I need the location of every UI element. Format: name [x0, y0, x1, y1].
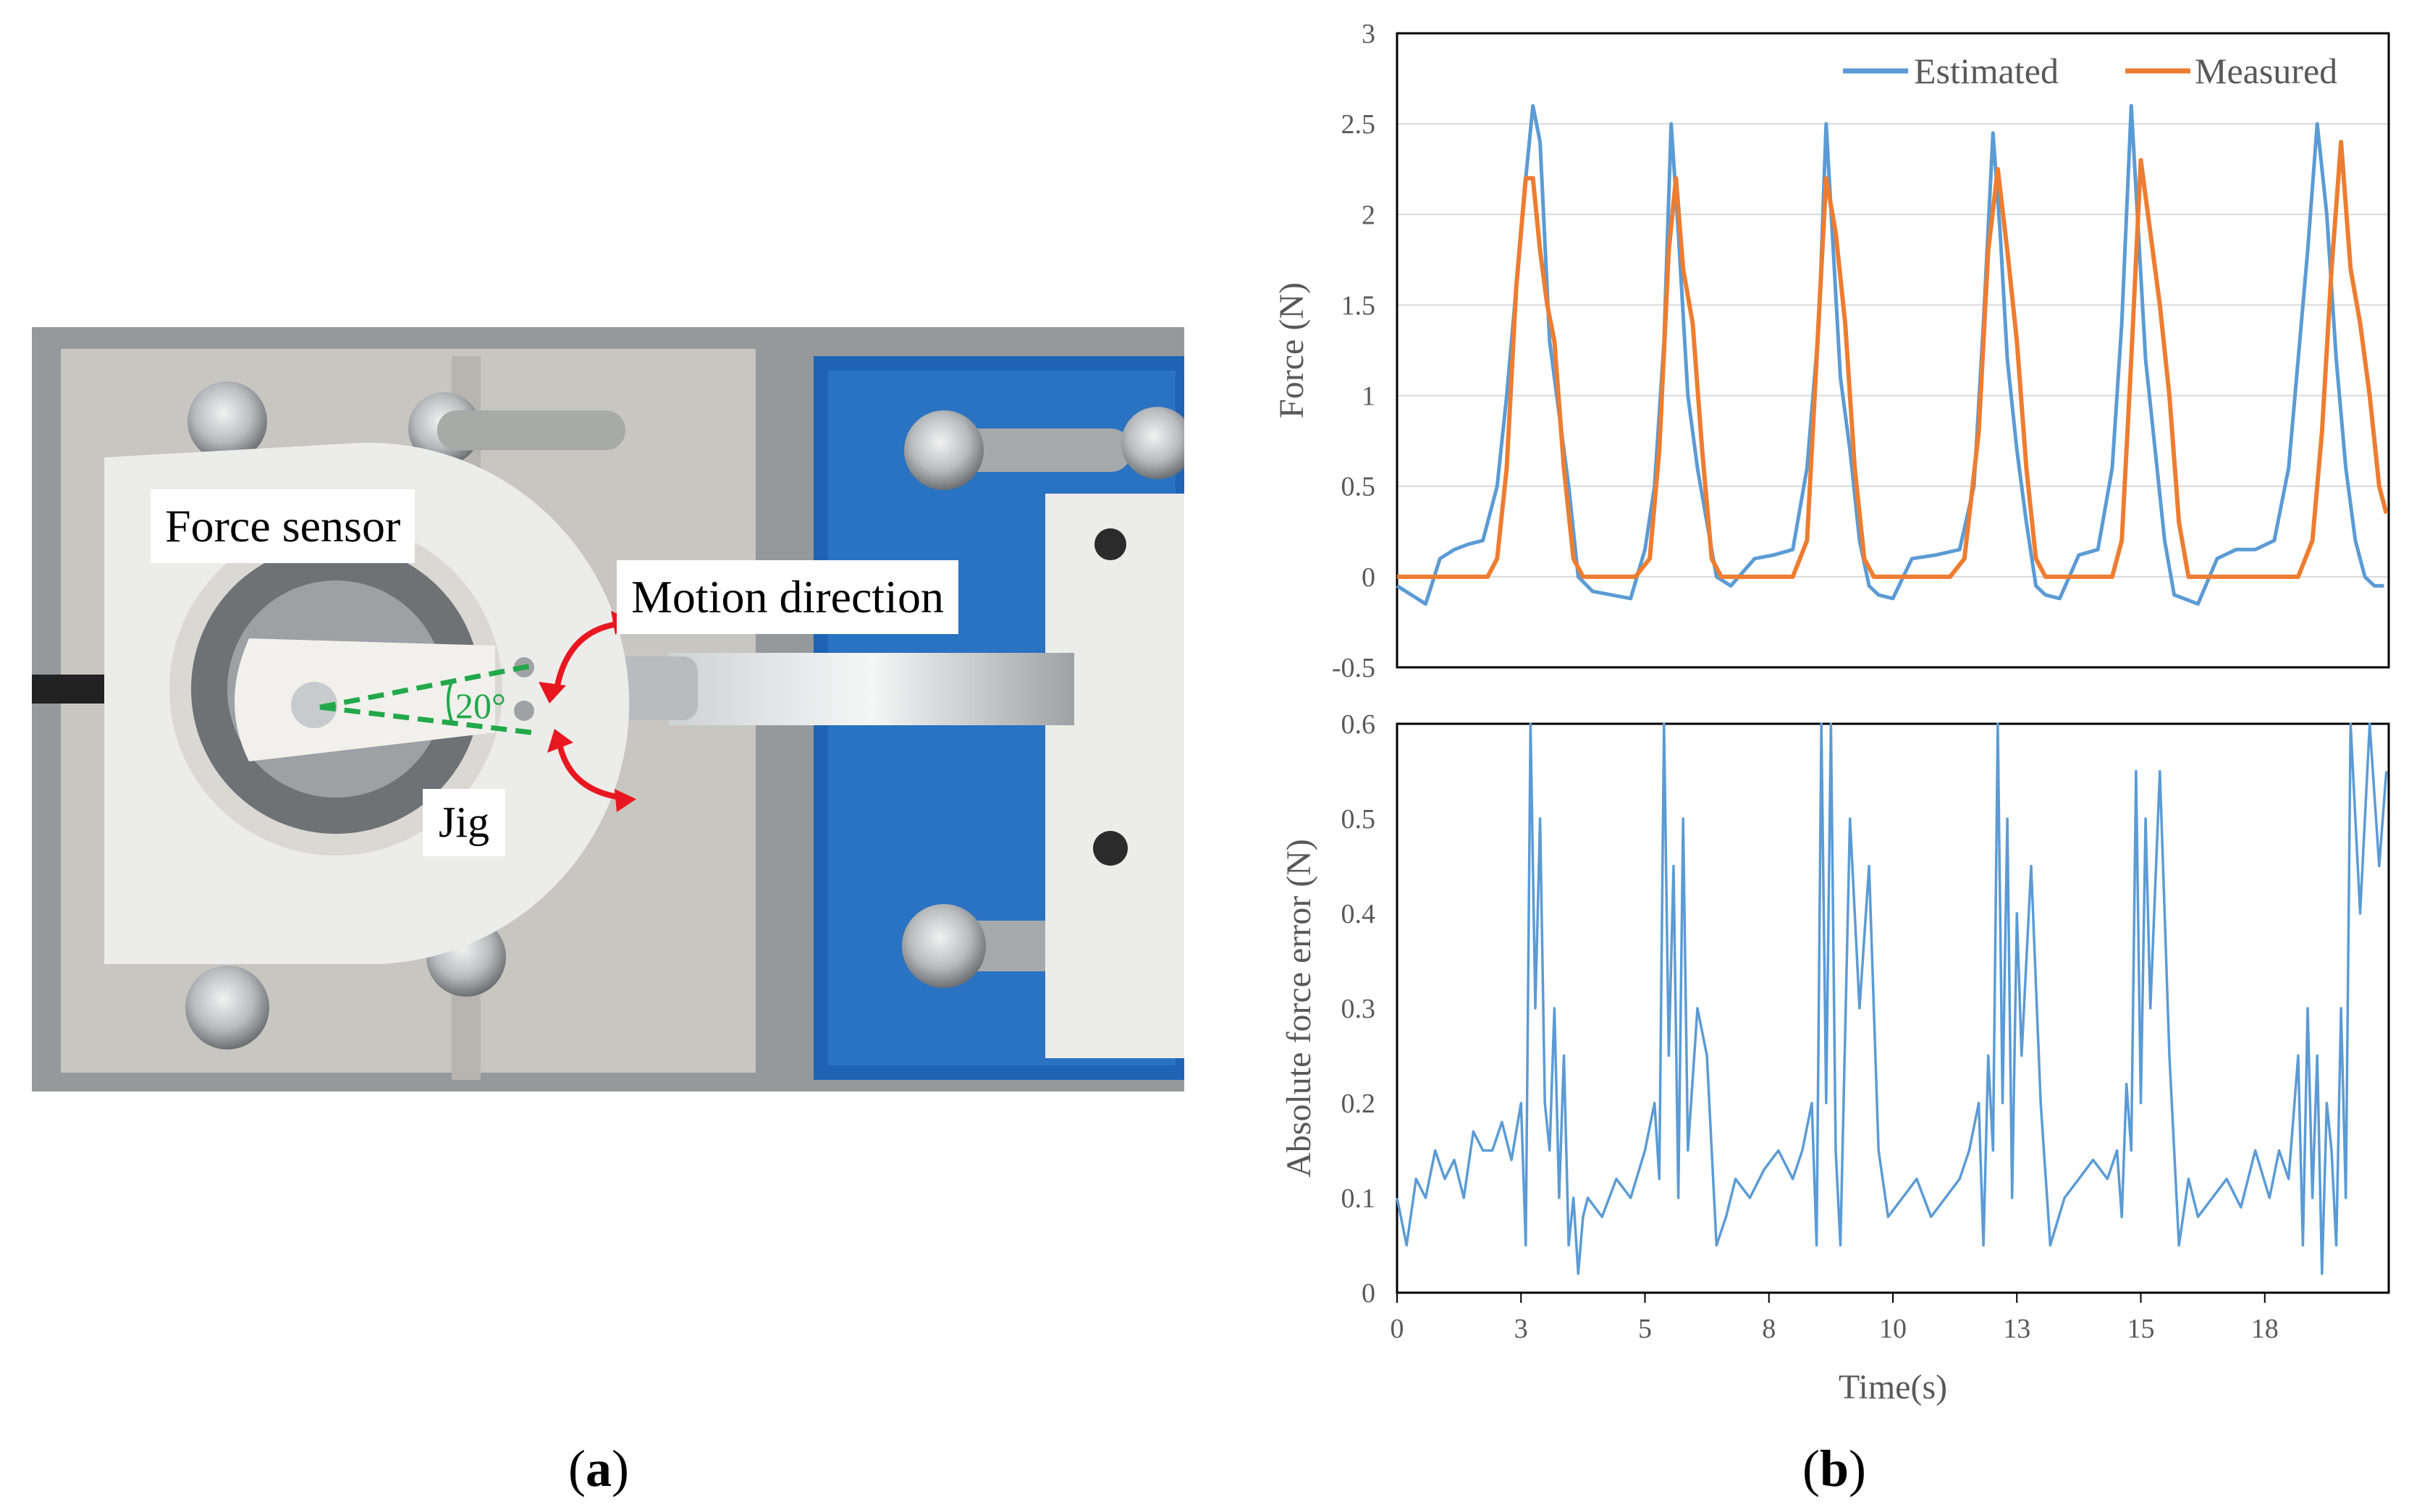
- y-tick-label: 0.1: [1341, 1183, 1376, 1214]
- error-chart: 0 0.1 0.2 0.3 0.4 0.5 0.6 0 3 5 8 10 13 15 18 Absolut…: [1280, 709, 2390, 1406]
- force-sensor-label: Force sensor: [151, 489, 415, 563]
- x-tick-label: 10: [1879, 1314, 1907, 1344]
- error-chart-y-title: Absolute force error (N): [1280, 839, 1318, 1178]
- motion-arrow-up: [554, 621, 619, 690]
- force-chart-legend: Estimated Measured: [1843, 51, 2337, 91]
- y-tick-label: 0.3: [1341, 994, 1376, 1024]
- force-chart-frame: [1396, 32, 2390, 669]
- error-chart-y-ticks: 0 0.1 0.2 0.3 0.4 0.5 0.6: [1341, 709, 1376, 1309]
- panel-a-caption: (a): [568, 1440, 629, 1498]
- x-tick-label: 3: [1514, 1314, 1528, 1344]
- tool-holder-block: [1045, 494, 1184, 1058]
- y-tick-label: 0.4: [1341, 899, 1376, 929]
- series-line-estimated: [1396, 104, 2384, 606]
- y-tick-label: 0.2: [1341, 1089, 1376, 1119]
- legend-label-estimated: Estimated: [1914, 51, 2059, 91]
- jig-plate: [235, 638, 495, 761]
- force-chart: -0.5 0 0.5 1 1.5 2 2.5 3 Force (N) Estimated Me…: [1273, 19, 2390, 683]
- y-tick-label: 3: [1362, 19, 1375, 49]
- experiment-photo-illustration: 20°: [32, 327, 1184, 1091]
- force-chart-grid: [1397, 123, 2389, 578]
- x-tick-label: 13: [2003, 1314, 2030, 1344]
- x-tick-label: 8: [1762, 1314, 1776, 1344]
- y-tick-label: 1: [1362, 381, 1375, 412]
- y-tick-label: 0: [1362, 1278, 1375, 1309]
- y-tick-label: 0.6: [1341, 709, 1376, 740]
- y-tick-label: -0.5: [1332, 653, 1375, 683]
- angle-label: 20°: [455, 685, 506, 726]
- motion-arrow-down: [557, 746, 623, 801]
- x-tick-label: 0: [1391, 1314, 1404, 1344]
- jig-label: Jig: [423, 789, 506, 856]
- instrument-shaft: [669, 653, 1074, 725]
- legend-label-measured: Measured: [2195, 51, 2337, 91]
- x-tick-label: 5: [1638, 1314, 1652, 1344]
- error-chart-x-title: Time(s): [1839, 1368, 1947, 1406]
- y-tick-label: 0.5: [1341, 804, 1376, 835]
- y-tick-label: 1.5: [1341, 290, 1376, 321]
- error-chart-frame: [1396, 722, 2390, 1294]
- force-chart-y-ticks: -0.5 0 0.5 1 1.5 2 2.5 3: [1332, 19, 1375, 683]
- angle-line-lower: [319, 704, 532, 735]
- y-tick-label: 0: [1362, 562, 1375, 593]
- series-line-error: [1396, 722, 2388, 1275]
- x-tick-label: 15: [2127, 1314, 2155, 1344]
- motion-direction-label: Motion direction: [617, 560, 958, 634]
- force-chart-y-title: Force (N): [1273, 282, 1311, 418]
- y-tick-label: 0.5: [1341, 472, 1376, 502]
- y-tick-label: 2.5: [1341, 109, 1376, 140]
- experiment-photo: 20°: [32, 327, 1184, 1091]
- series-line-measured: [1397, 140, 2389, 579]
- angle-line-upper: [319, 663, 532, 710]
- panel-b-caption: (b): [1802, 1440, 1867, 1498]
- y-tick-label: 2: [1362, 200, 1375, 230]
- x-tick-label: 18: [2251, 1314, 2279, 1344]
- error-chart-x-ticks: 0 3 5 8 10 13 15 18: [1391, 1293, 2279, 1344]
